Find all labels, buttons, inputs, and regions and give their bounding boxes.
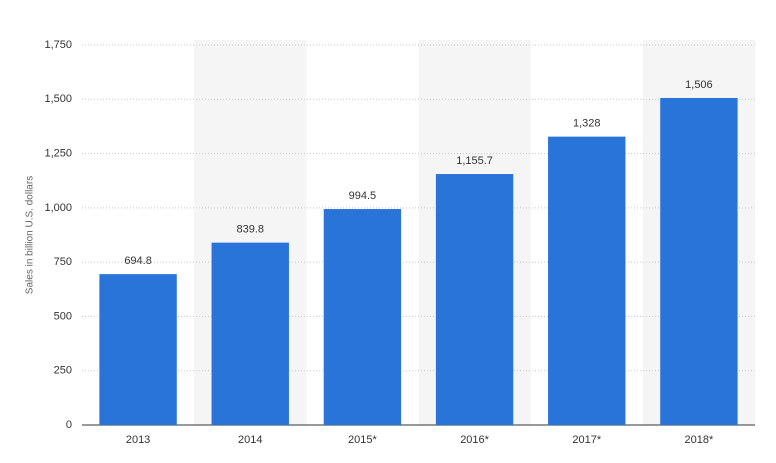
- y-tick-label: 0: [66, 419, 72, 431]
- y-axis-title: Sales in billion U.S. dollars: [25, 176, 36, 294]
- value-label: 1,328: [573, 118, 601, 130]
- bar: [211, 242, 289, 425]
- value-label: 1,506: [685, 79, 713, 91]
- value-label: 839.8: [236, 224, 264, 236]
- x-tick-label: 2014: [238, 434, 262, 446]
- x-tick-label: 2016*: [460, 434, 489, 446]
- x-tick-label: 2015*: [348, 434, 377, 446]
- bar: [660, 97, 738, 426]
- y-tick-label: 500: [54, 310, 72, 322]
- y-tick-label: 750: [54, 256, 72, 268]
- y-tick-label: 1,750: [44, 39, 72, 51]
- y-tick-label: 250: [54, 365, 72, 377]
- x-tick-label: 2018*: [685, 434, 714, 446]
- bar: [548, 136, 626, 426]
- bar: [99, 274, 177, 425]
- value-label: 1,155.7: [456, 155, 493, 167]
- y-tick-label: 1,500: [44, 93, 72, 105]
- y-tick-label: 1,250: [44, 147, 72, 159]
- x-tick-label: 2013: [126, 434, 150, 446]
- value-label: 994.5: [349, 190, 377, 202]
- y-tick-label: 1,000: [44, 202, 72, 214]
- x-tick-label: 2017*: [572, 434, 601, 446]
- bar: [435, 174, 514, 425]
- value-label: 694.8: [124, 255, 152, 267]
- bar: [323, 209, 402, 425]
